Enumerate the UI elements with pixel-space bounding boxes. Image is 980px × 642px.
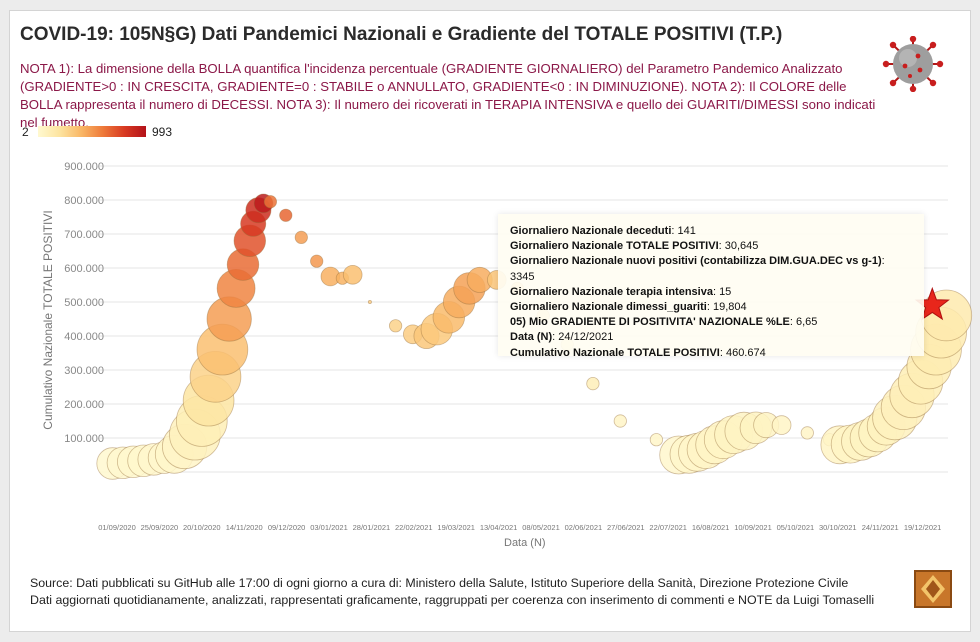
bubble[interactable]	[294, 230, 308, 244]
legend-max-label: 993	[152, 125, 173, 139]
bubble[interactable]	[613, 414, 627, 428]
tooltip-row-label: Giornaliero Nazionale terapia intensiva	[510, 285, 713, 298]
tooltip-row-label: Giornaliero Nazionale TOTALE POSITIVI	[510, 240, 719, 253]
x-tick-label: 10/09/2021	[734, 523, 772, 532]
x-tick-label: 01/09/2020	[98, 523, 136, 532]
tooltip-row-value: : 15	[712, 285, 732, 298]
y-tick-label: 300.000	[64, 365, 104, 377]
tooltip-row-value: : 3345	[510, 255, 885, 283]
coronavirus-icon	[882, 36, 944, 92]
author-logo-icon	[914, 570, 952, 608]
tooltip-row-value: : 30,645	[718, 240, 759, 253]
legend-min-label: 2	[22, 125, 29, 139]
x-tick-label: 13/04/2021	[480, 523, 518, 532]
x-tick-label: 19/12/2021	[904, 523, 942, 532]
bubble[interactable]	[263, 195, 277, 209]
bubble[interactable]	[586, 376, 600, 391]
x-tick-label: 03/01/2021	[310, 523, 348, 532]
bubble[interactable]	[388, 319, 403, 333]
data-tooltip: Giornaliero Nazionale deceduti: 141 Giorn…	[498, 214, 924, 359]
y-tick-label: 800.000	[64, 195, 104, 207]
x-tick-label: 28/01/2021	[353, 523, 391, 532]
tooltip-row: Data (N): 24/12/2021	[510, 330, 912, 345]
x-tick-label: 14/11/2020	[226, 523, 263, 532]
x-tick-label: 16/08/2021	[692, 523, 730, 532]
footer-line-2: Dati aggiornati quotidianamente, analizz…	[30, 593, 875, 607]
footer-source: Source: Dati pubblicati su GitHub alle 1…	[30, 575, 874, 609]
tooltip-row-value: : 141	[671, 225, 696, 237]
bubble[interactable]	[800, 426, 814, 440]
color-legend-bar	[38, 126, 146, 137]
x-tick-label: 27/06/2021	[607, 523, 645, 532]
x-ticks: 01/09/2020 25/09/2020 20/10/2020 14/11/2020…	[98, 523, 941, 532]
x-tick-label: 19/03/2021	[437, 523, 475, 532]
bubble[interactable]	[367, 299, 372, 304]
x-tick-label: 09/12/2020	[268, 523, 306, 532]
x-tick-label: 20/10/2020	[183, 523, 221, 532]
bubble[interactable]	[279, 208, 293, 222]
tooltip-row-label: Cumulativo Nazionale TOTALE POSITIVI	[510, 346, 720, 359]
x-tick-label: 05/10/2021	[777, 523, 815, 532]
y-tick-label: 500.000	[64, 297, 104, 309]
y-tick-label: 200.000	[64, 399, 104, 411]
footer-line-1: Source: Dati pubblicati su GitHub alle 1…	[30, 576, 849, 590]
x-tick-label: 30/10/2021	[819, 523, 857, 532]
y-tick-label: 600.000	[64, 263, 104, 275]
tooltip-row: Giornaliero Nazionale dimessi_guariti: 1…	[510, 300, 912, 315]
y-axis-label: Cumulativo Nazionale TOTALE POSITIVI	[41, 210, 55, 429]
bubble[interactable]	[649, 433, 664, 447]
y-tick-label: 900.000	[64, 161, 104, 173]
tooltip-row-value: : 19,804	[706, 301, 747, 314]
tooltip-row-label: 05) Mio GRADIENTE DI POSITIVITA' NAZIONA…	[510, 316, 790, 329]
tooltip-row-value: : 24/12/2021	[552, 331, 614, 344]
tooltip-row: Giornaliero Nazionale TOTALE POSITIVI: 3…	[510, 239, 912, 254]
bubble[interactable]	[342, 264, 363, 285]
y-ticks: 100.000 200.000 300.000 400.000 500.000 600.0…	[64, 161, 104, 445]
x-tick-label: 08/05/2021	[522, 523, 560, 532]
tooltip-row-label: Giornaliero Nazionale deceduti	[510, 225, 672, 237]
tooltip-row: Giornaliero Nazionale nuovi positivi (co…	[510, 254, 912, 284]
bubble[interactable]	[310, 254, 324, 268]
x-tick-label: 22/07/2021	[649, 523, 687, 532]
tooltip-row-label: Data (N)	[510, 331, 553, 344]
x-tick-label: 24/11/2021	[862, 523, 899, 532]
x-tick-label: 02/06/2021	[565, 523, 603, 532]
tooltip-row: Giornaliero Nazionale terapia intensiva:…	[510, 285, 912, 300]
tooltip-row: Giornaliero Nazionale deceduti: 141	[510, 224, 912, 239]
tooltip-row-label: Giornaliero Nazionale dimessi_guariti	[510, 301, 707, 314]
tooltip-row-label: Giornaliero Nazionale nuovi positivi (co…	[510, 255, 882, 268]
y-tick-label: 400.000	[64, 331, 104, 343]
tooltip-row-value: : 6,65	[789, 316, 818, 329]
chart-notes: NOTA 1): La dimensione della BOLLA quant…	[20, 61, 876, 130]
x-tick-label: 22/02/2021	[395, 523, 433, 532]
chart-title: COVID-19: 105N§G) Dati Pandemici Naziona…	[20, 24, 783, 45]
x-axis-label: Data (N)	[504, 537, 546, 549]
tooltip-row-value: : 460.674	[719, 346, 766, 359]
tooltip-row: Cumulativo Nazionale TOTALE POSITIVI: 46…	[510, 346, 912, 361]
y-tick-label: 700.000	[64, 229, 104, 241]
y-tick-label: 100.000	[64, 433, 104, 445]
bubble[interactable]	[771, 415, 792, 435]
tooltip-row: 05) Mio GRADIENTE DI POSITIVITA' NAZIONA…	[510, 315, 912, 330]
x-tick-label: 25/09/2020	[141, 523, 179, 532]
